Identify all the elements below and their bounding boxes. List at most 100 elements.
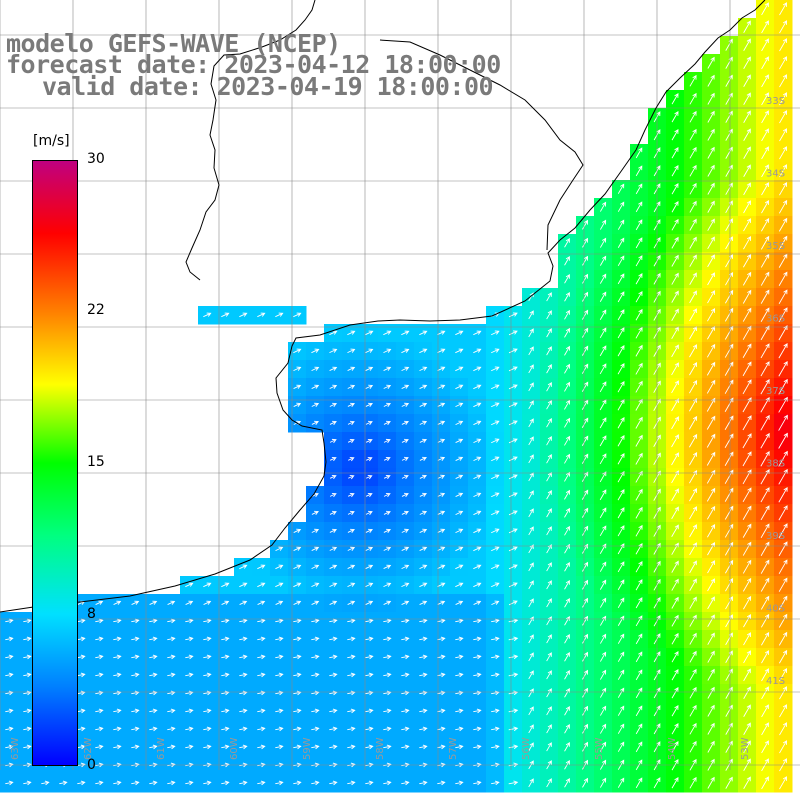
wind-arrow <box>455 492 464 497</box>
wind-arrow <box>779 776 787 790</box>
wind-arrow <box>779 740 787 754</box>
model-title: modelo GEFS-WAVE (NCEP) <box>6 29 341 58</box>
wind-arrow <box>742 379 752 395</box>
wind-arrow <box>689 596 697 609</box>
wind-arrow <box>401 654 410 660</box>
wind-arrow <box>473 384 482 390</box>
wind-arrow <box>671 506 679 520</box>
wind-arrow <box>473 618 482 624</box>
wind-arrow <box>95 636 104 642</box>
wind-arrow <box>778 486 788 503</box>
wind-arrow <box>437 330 446 336</box>
wind-arrow <box>742 433 752 449</box>
wind-arrow <box>742 271 752 286</box>
wind-arrow <box>275 312 284 318</box>
wind-arrow <box>185 600 194 605</box>
wind-arrow <box>23 708 32 714</box>
wind-arrow <box>546 688 552 698</box>
wind-arrow <box>671 272 679 285</box>
wind-arrow <box>671 111 679 123</box>
wind-arrow <box>761 110 769 124</box>
wind-arrow <box>742 325 752 340</box>
wind-arrow <box>366 475 373 480</box>
wind-arrow <box>437 528 446 533</box>
wind-arrow <box>401 726 410 732</box>
wind-arrow <box>131 672 140 678</box>
wind-arrow <box>383 582 392 588</box>
wind-arrow <box>778 505 788 521</box>
wind-arrow <box>778 199 788 214</box>
wind-arrow <box>311 600 320 605</box>
wind-arrow <box>671 777 679 789</box>
wind-arrow <box>365 330 374 336</box>
wind-arrow <box>383 780 392 786</box>
wind-arrow <box>329 456 337 462</box>
wind-arrow <box>437 438 446 443</box>
colorbar-unit: [m/s] <box>33 133 70 149</box>
wind-arrow <box>743 200 751 214</box>
wind-arrow <box>724 433 734 449</box>
wind-arrow <box>779 722 787 736</box>
wind-arrow <box>725 776 733 789</box>
wind-arrow <box>688 415 698 430</box>
wind-arrow <box>419 690 428 696</box>
wind-arrow <box>761 92 769 106</box>
wind-arrow <box>761 668 769 682</box>
wind-arrow <box>311 348 320 354</box>
wind-arrow <box>617 219 625 230</box>
wind-arrow <box>5 744 14 750</box>
wind-arrow <box>707 200 715 213</box>
wind-arrow <box>365 690 374 696</box>
wind-arrow <box>724 505 734 520</box>
wind-arrow <box>778 595 788 610</box>
wind-arrow <box>5 636 14 642</box>
wind-arrow <box>149 600 158 605</box>
wind-arrow <box>365 510 373 516</box>
wind-arrow <box>329 384 338 389</box>
wind-arrow <box>473 438 482 444</box>
wind-arrow <box>546 508 552 518</box>
wind-arrow <box>635 741 643 753</box>
wind-arrow <box>401 492 409 498</box>
wind-arrow <box>491 384 500 390</box>
wind-arrow <box>706 487 716 502</box>
wind-arrow <box>401 618 410 624</box>
wind-arrow <box>635 687 643 699</box>
wind-arrow <box>149 672 158 678</box>
wind-arrow <box>546 310 552 320</box>
wind-arrow <box>437 582 446 588</box>
wind-arrow <box>508 330 518 336</box>
wind-arrow <box>383 564 392 569</box>
wind-arrow <box>347 528 355 534</box>
wind-arrow <box>635 488 643 501</box>
wind-arrow <box>239 654 248 660</box>
wind-arrow <box>617 525 625 537</box>
wind-arrow <box>95 600 104 605</box>
wind-arrow <box>546 328 552 338</box>
wind-arrow <box>635 597 643 609</box>
wind-arrow <box>671 434 679 448</box>
wind-arrow <box>347 690 356 696</box>
wind-arrow <box>689 182 697 195</box>
wind-arrow <box>635 273 643 285</box>
wind-arrow <box>221 708 230 714</box>
wind-arrow <box>347 402 355 408</box>
wind-arrow <box>528 328 534 338</box>
wind-arrow <box>491 402 500 408</box>
wind-arrow <box>564 633 570 644</box>
wind-arrow <box>761 776 769 790</box>
wind-arrow <box>473 492 482 498</box>
wind-arrow <box>221 672 230 678</box>
wind-arrow <box>706 361 716 376</box>
wind-arrow <box>365 402 373 408</box>
wind-arrow <box>491 330 500 336</box>
wind-arrow <box>311 744 320 750</box>
wind-arrow <box>761 2 769 16</box>
wind-arrow <box>203 618 212 624</box>
wind-arrow <box>761 217 770 232</box>
wind-arrow <box>221 654 230 660</box>
lat-label: 35S <box>766 241 785 252</box>
wind-arrow <box>617 633 625 644</box>
wind-arrow <box>508 636 519 642</box>
wind-arrow <box>546 580 552 590</box>
